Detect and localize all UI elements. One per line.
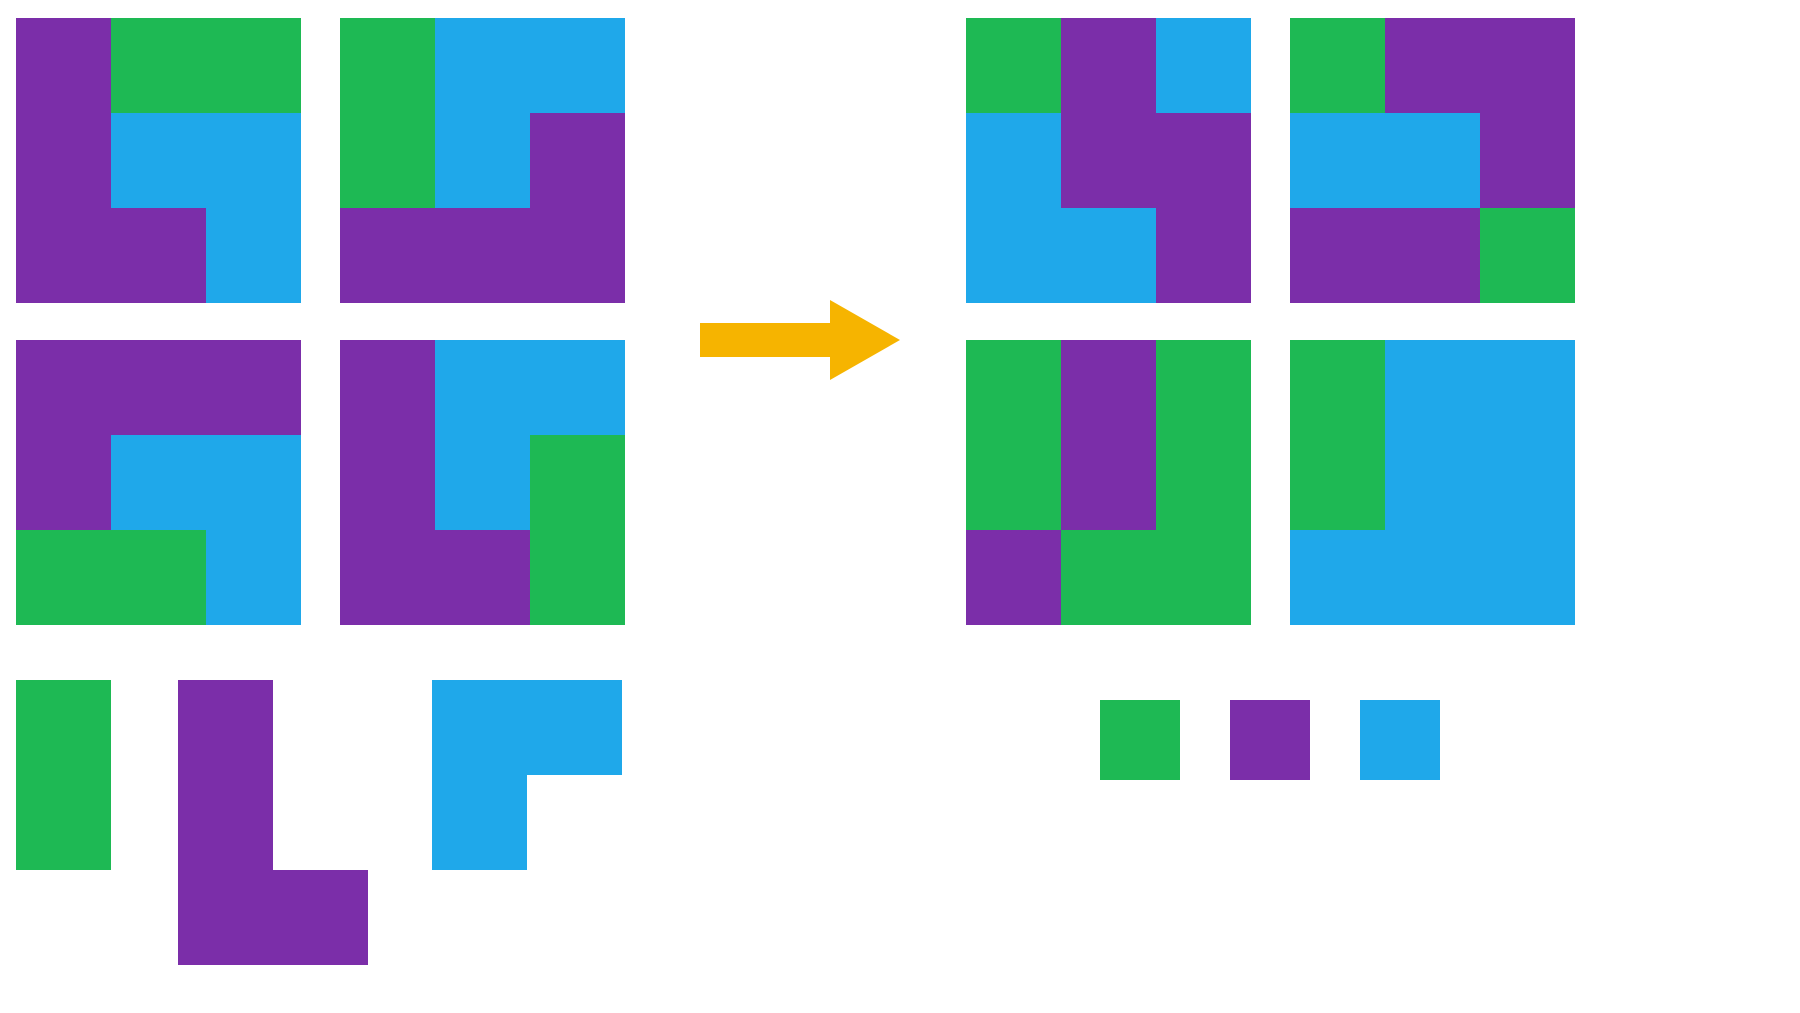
cell [435,113,530,208]
cell [1385,18,1480,113]
cell [1290,530,1385,625]
cell [966,18,1061,113]
cell [206,530,301,625]
cell [966,435,1061,530]
cell [432,680,527,775]
cell [178,680,273,775]
cell [435,530,530,625]
piece-grid-P-green [16,680,111,870]
cell [530,435,625,530]
output-grid-R1 [966,18,1251,303]
piece-grid-P-purple [178,680,368,965]
cell [111,435,206,530]
cell [1385,208,1480,303]
cell [111,340,206,435]
cell [435,435,530,530]
cell [1061,18,1156,113]
cell [1385,340,1480,435]
cell [1480,340,1575,435]
cell [1061,208,1156,303]
cell [206,208,301,303]
cell [1480,18,1575,113]
cell [435,340,530,435]
cell [340,208,435,303]
cell [527,680,622,775]
cell [206,435,301,530]
cell [966,208,1061,303]
cell [530,208,625,303]
cell [1290,113,1385,208]
output-grid-R2 [1290,18,1575,303]
output-grid-R4 [1290,340,1575,625]
cell [16,530,111,625]
cell [1156,113,1251,208]
cell [16,435,111,530]
cell [273,680,368,775]
cell [966,113,1061,208]
cell [1290,340,1385,435]
cell [1156,18,1251,113]
cell [16,208,111,303]
cell [16,340,111,435]
cell [530,530,625,625]
input-grid-L1 [16,18,301,303]
cell [1156,530,1251,625]
cell [340,113,435,208]
transform-arrow [700,295,900,385]
input-grid-L4 [340,340,625,625]
cell [273,775,368,870]
cell [1290,18,1385,113]
cell [1156,208,1251,303]
cell [966,530,1061,625]
cell [206,340,301,435]
output-grid-R3 [966,340,1251,625]
cell [527,775,622,870]
cell [432,775,527,870]
cell [1385,435,1480,530]
cell [206,113,301,208]
cell [1061,340,1156,435]
swatch-purple [1230,700,1310,780]
cell [1385,530,1480,625]
input-grid-L2 [340,18,625,303]
cell [1061,435,1156,530]
piece-grid-P-blue [432,680,622,870]
cell [111,18,206,113]
cell [178,870,273,965]
cell [1061,530,1156,625]
cell [1290,208,1385,303]
cell [1156,435,1251,530]
cell [966,340,1061,435]
swatch-green [1100,700,1180,780]
cell [530,18,625,113]
cell [530,340,625,435]
cell [1480,530,1575,625]
input-grid-L3 [16,340,301,625]
cell [1480,435,1575,530]
cell [16,775,111,870]
cell [435,208,530,303]
cell [1480,208,1575,303]
cell [111,208,206,303]
cell [16,18,111,113]
cell [435,18,530,113]
swatch-blue [1360,700,1440,780]
cell [16,113,111,208]
cell [111,113,206,208]
cell [1156,340,1251,435]
cell [111,530,206,625]
cell [1385,113,1480,208]
cell [340,340,435,435]
cell [530,113,625,208]
cell [340,530,435,625]
cell [1480,113,1575,208]
cell [16,680,111,775]
cell [206,18,301,113]
cell [340,18,435,113]
cell [1061,113,1156,208]
cell [340,435,435,530]
cell [178,775,273,870]
cell [1290,435,1385,530]
cell [273,870,368,965]
